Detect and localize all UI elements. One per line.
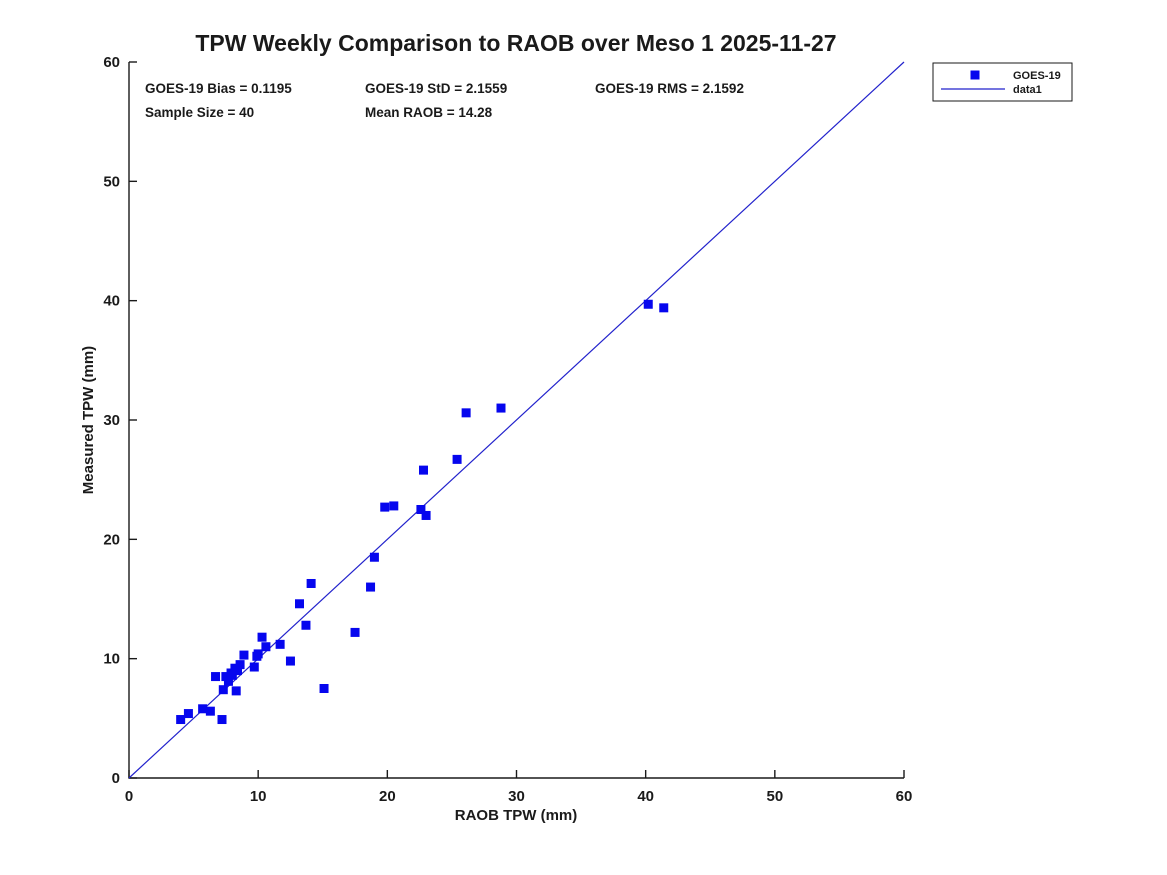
scatter-point — [295, 599, 304, 609]
legend: GOES-19 data1 — [932, 62, 1073, 102]
scatter-point — [350, 627, 360, 637]
chart-title: TPW Weekly Comparison to RAOB over Meso … — [195, 30, 836, 56]
scatter-point — [221, 672, 231, 682]
y-tick-label: 30 — [103, 412, 120, 429]
scatter-point — [452, 454, 462, 464]
y-tick-label: 20 — [103, 531, 120, 548]
scatter-point — [233, 666, 242, 676]
scatter-point — [659, 303, 669, 313]
scatter-point — [369, 552, 379, 562]
scatter-point — [227, 670, 237, 680]
scatter-point — [421, 510, 431, 520]
scatter-point — [252, 651, 262, 661]
stat-bias: GOES-19 Bias = 0.1195 — [145, 81, 292, 96]
scatter-point — [643, 299, 653, 309]
x-tick-label: 50 — [766, 788, 783, 805]
x-tick-label: 40 — [637, 788, 654, 805]
y-axis-label: Measured TPW (mm) — [80, 346, 97, 494]
scatter-point — [389, 501, 399, 511]
y-tick-label: 40 — [103, 293, 120, 310]
scatter-point — [198, 704, 208, 714]
scatter-point — [275, 639, 285, 649]
scatter-point — [261, 642, 271, 652]
x-tick-label: 10 — [250, 788, 267, 805]
scatter-point — [249, 662, 259, 672]
scatter-point — [496, 403, 506, 413]
x-tick-label: 30 — [508, 788, 525, 805]
scatter-point — [319, 684, 329, 693]
scatter-point — [211, 672, 221, 682]
identity-line — [128, 61, 905, 779]
scatter-point — [235, 660, 245, 670]
scatter-point — [416, 505, 426, 514]
legend-label-goes19: GOES-19 — [1013, 70, 1061, 82]
stat-rms: GOES-19 RMS = 2.1592 — [595, 81, 744, 96]
stat-sample-size: Sample Size = 40 — [145, 105, 254, 120]
scatter-point — [419, 465, 428, 475]
scatter-point — [239, 650, 249, 660]
stat-std: GOES-19 StD = 2.1559 — [365, 81, 507, 96]
scatter-point — [285, 656, 295, 666]
data-points — [176, 299, 669, 725]
x-tick-label: 0 — [125, 788, 133, 805]
scatter-point — [380, 502, 390, 512]
scatter-point — [183, 709, 193, 719]
x-tick-label: 60 — [896, 788, 913, 805]
stat-mean-raob: Mean RAOB = 14.28 — [365, 105, 493, 120]
x-tick-label: 20 — [379, 788, 396, 805]
line-series-data1 — [128, 61, 905, 779]
legend-square-marker-icon — [970, 70, 980, 80]
scatter-point — [301, 620, 311, 630]
legend-label-data1: data1 — [1013, 84, 1042, 96]
scatter-point — [218, 685, 228, 695]
scatter-point — [461, 408, 471, 418]
scatter-point — [306, 578, 316, 588]
y-tick-label: 60 — [103, 54, 120, 71]
scatter-point — [217, 715, 227, 725]
y-tick-label: 0 — [112, 770, 120, 787]
scatter-point — [223, 676, 233, 686]
y-tick-label: 50 — [103, 173, 120, 190]
y-tick-label: 10 — [103, 651, 120, 668]
x-axis-label: RAOB TPW (mm) — [455, 807, 578, 824]
scatter-point — [176, 715, 186, 725]
scatter-point — [205, 706, 215, 716]
scatter-point — [231, 686, 241, 696]
scatter-point — [366, 582, 376, 592]
legend-box — [932, 62, 1073, 102]
scatter-point — [257, 632, 267, 642]
